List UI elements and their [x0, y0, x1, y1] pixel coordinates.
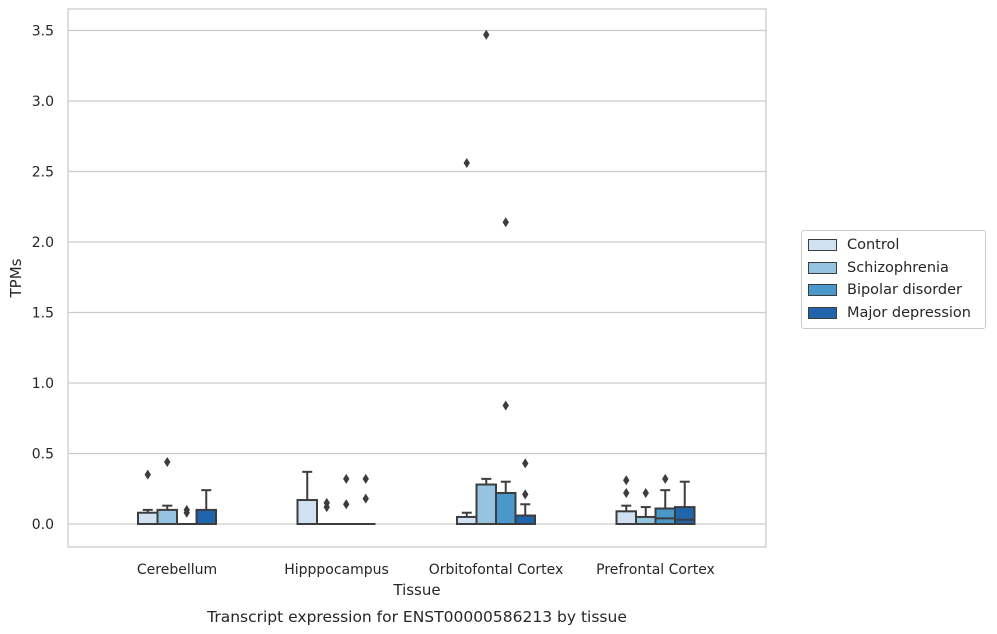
box-3-1 [356, 473, 376, 525]
x-tick-label: Cerebellum [137, 562, 217, 578]
outlier-point [502, 400, 509, 411]
box-1-2 [475, 29, 497, 525]
outlier-point [144, 469, 151, 480]
legend-label: Bipolar disorder [847, 282, 962, 299]
y-axis-label: TPMs [7, 258, 25, 298]
box-2-3 [654, 473, 676, 525]
x-tick-label: Hipppocampus [284, 562, 389, 578]
legend-label: Schizophrenia [847, 259, 949, 276]
legend-item-major-depression: Major depression [802, 302, 985, 325]
outlier-point [522, 489, 529, 500]
box-1-1 [317, 497, 337, 525]
box-3-2 [514, 458, 536, 525]
outlier-point [362, 493, 369, 504]
legend-swatch-major-depression [808, 306, 837, 319]
y-tick-label: 0.0 [32, 517, 54, 533]
outlier-point [164, 456, 171, 467]
legend-label: Control [847, 237, 900, 254]
box-3-3 [674, 480, 696, 525]
legend-swatch-schizophrenia [808, 261, 837, 274]
legend-item-schizophrenia: Schizophrenia [802, 257, 985, 280]
box-1-0 [156, 456, 178, 525]
box-rect [456, 515, 478, 526]
outlier-point [642, 487, 649, 498]
legend: Control Schizophrenia Bipolar disorder M… [801, 230, 986, 329]
box-rect [514, 514, 536, 525]
box-0-1 [296, 470, 318, 525]
box-2-0 [177, 504, 197, 525]
box-rect [654, 507, 676, 525]
outlier-point [623, 487, 630, 498]
y-tick-label: 2.0 [32, 235, 54, 251]
y-tick-labels: 0.0 0.5 1.0 1.5 2.0 2.5 3.0 3.5 [32, 24, 54, 534]
chart-title: Transcript expression for ENST0000058621… [206, 608, 627, 626]
outlier-point [483, 29, 490, 40]
box-2-2 [495, 217, 517, 526]
outlier-point [323, 502, 330, 513]
y-tick-label: 3.5 [32, 24, 54, 40]
outlier-point [502, 217, 509, 228]
box-0-2 [456, 158, 478, 526]
box-rect [156, 508, 178, 525]
y-tick-label: 0.5 [32, 447, 54, 463]
legend-item-bipolar-disorder: Bipolar disorder [802, 279, 985, 302]
box-rect [495, 491, 517, 526]
legend-label: Major depression [847, 304, 971, 321]
y-tick-label: 1.5 [32, 306, 54, 322]
outlier-point [183, 507, 190, 518]
outlier-point [662, 473, 669, 484]
box-0-0 [137, 469, 159, 525]
x-tick-label: Prefrontal Cortex [596, 562, 715, 578]
legend-item-control: Control [802, 234, 985, 257]
y-tick-label: 2.5 [32, 165, 54, 181]
box-rect [195, 508, 217, 525]
outlier-point [463, 158, 470, 169]
outlier-point [522, 458, 529, 469]
box-2-1 [336, 473, 356, 525]
box-rect [674, 506, 696, 525]
plot-frame [67, 8, 767, 548]
x-axis-label: Tissue [392, 581, 440, 599]
outlier-point [343, 473, 350, 484]
box-rect [635, 515, 657, 526]
outlier-point [623, 475, 630, 486]
boxplot-series [137, 29, 696, 526]
box-rect [615, 510, 637, 525]
legend-swatch-bipolar-disorder [808, 284, 837, 297]
box-0-3 [615, 475, 637, 525]
gridlines [68, 29, 766, 525]
y-tick-label: 1.0 [32, 376, 54, 392]
box-1-3 [635, 487, 657, 526]
box-rect [296, 499, 318, 525]
outlier-point [343, 499, 350, 510]
legend-swatch-control [808, 239, 837, 252]
box-rect [475, 483, 497, 525]
y-tick-label: 3.0 [32, 94, 54, 110]
box-3-0 [195, 489, 217, 525]
x-tick-labels: Cerebellum Hipppocampus Orbitofontal Corte… [137, 562, 715, 578]
outlier-point [362, 473, 369, 484]
x-tick-label: Orbitofontal Cortex [429, 562, 564, 578]
box-rect [137, 511, 159, 525]
